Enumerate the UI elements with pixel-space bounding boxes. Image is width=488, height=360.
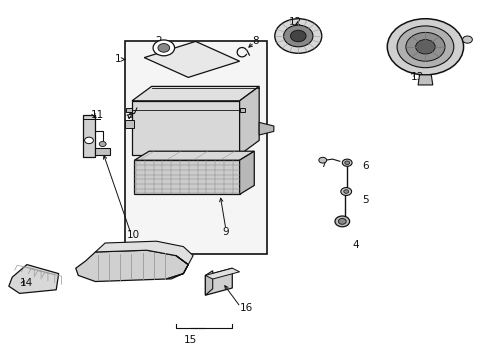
Text: 2: 2 bbox=[155, 36, 162, 46]
Circle shape bbox=[415, 40, 434, 54]
Polygon shape bbox=[83, 115, 95, 157]
Polygon shape bbox=[124, 120, 134, 128]
Polygon shape bbox=[132, 101, 239, 155]
Polygon shape bbox=[76, 250, 188, 282]
Text: 5: 5 bbox=[361, 195, 368, 205]
Polygon shape bbox=[259, 122, 273, 135]
Polygon shape bbox=[134, 160, 239, 194]
Text: 10: 10 bbox=[127, 230, 140, 240]
Text: 15: 15 bbox=[183, 335, 197, 345]
Polygon shape bbox=[239, 151, 254, 194]
Circle shape bbox=[153, 40, 174, 56]
Bar bbox=[124, 41, 266, 254]
Circle shape bbox=[84, 137, 93, 144]
Circle shape bbox=[386, 19, 463, 75]
Circle shape bbox=[158, 44, 169, 52]
Polygon shape bbox=[126, 108, 132, 112]
Circle shape bbox=[318, 157, 326, 163]
Text: 13: 13 bbox=[410, 72, 423, 82]
Polygon shape bbox=[239, 108, 245, 112]
Circle shape bbox=[334, 216, 349, 227]
Circle shape bbox=[274, 19, 321, 53]
Circle shape bbox=[396, 26, 453, 68]
Circle shape bbox=[283, 25, 312, 47]
Text: 7: 7 bbox=[320, 159, 326, 169]
Polygon shape bbox=[205, 271, 212, 295]
Text: 12: 12 bbox=[288, 17, 301, 27]
Circle shape bbox=[99, 141, 106, 147]
Text: 16: 16 bbox=[239, 303, 252, 313]
Polygon shape bbox=[239, 86, 259, 155]
Circle shape bbox=[405, 32, 444, 61]
Polygon shape bbox=[205, 268, 232, 295]
Text: 3: 3 bbox=[126, 110, 133, 120]
Polygon shape bbox=[205, 268, 239, 279]
Polygon shape bbox=[417, 75, 432, 85]
Circle shape bbox=[344, 161, 349, 165]
Polygon shape bbox=[95, 148, 110, 155]
Circle shape bbox=[290, 30, 305, 42]
Text: 4: 4 bbox=[351, 240, 358, 250]
Text: 1: 1 bbox=[114, 54, 121, 64]
Polygon shape bbox=[144, 41, 239, 77]
Circle shape bbox=[343, 190, 348, 193]
Polygon shape bbox=[166, 256, 188, 279]
Polygon shape bbox=[9, 265, 59, 293]
Text: 14: 14 bbox=[20, 278, 33, 288]
Polygon shape bbox=[134, 151, 254, 160]
Text: 6: 6 bbox=[361, 161, 368, 171]
Text: 8: 8 bbox=[251, 36, 258, 46]
Circle shape bbox=[338, 219, 346, 224]
Circle shape bbox=[342, 159, 351, 166]
Circle shape bbox=[462, 36, 471, 43]
Text: 11: 11 bbox=[90, 110, 103, 120]
Text: 9: 9 bbox=[222, 227, 229, 237]
Polygon shape bbox=[95, 241, 193, 265]
Circle shape bbox=[340, 188, 351, 195]
Polygon shape bbox=[132, 86, 259, 101]
